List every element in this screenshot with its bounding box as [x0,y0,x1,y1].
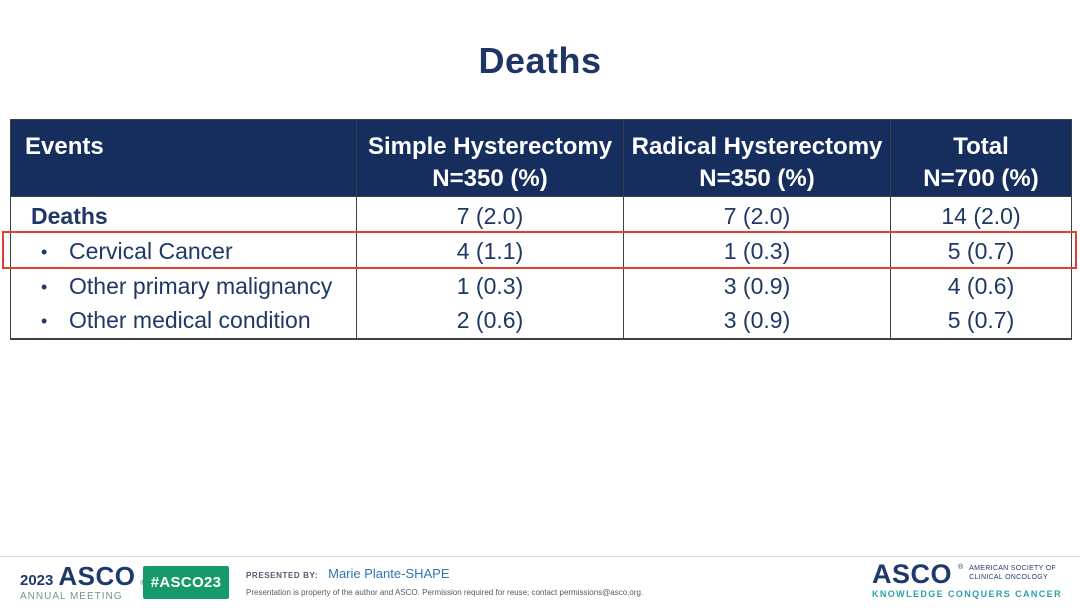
asco-tagline: KNOWLEDGE CONQUERS CANCER [871,589,1062,600]
row-label-cervical-cancer: • Cervical Cancer [10,233,357,269]
cell-cervical-total: 5 (0.7) [890,233,1072,269]
other-primary-malignancy-text: Other primary malignancy [69,272,333,299]
other-medical-condition-text: Other medical condition [69,307,311,333]
bullet-icon: • [41,276,48,297]
meeting-year: 2023 [20,572,54,589]
footer-divider [0,556,1080,557]
table-row-cervical-cancer: • Cervical Cancer 4 (1.1) 1 (0.3) 5 (0.7) [10,233,1072,269]
column-header-simple-hysterectomy: Simple Hysterectomy N=350 (%) [356,119,624,197]
cell-other-primary-radical: 3 (0.9) [623,268,891,304]
cervical-cancer-text: Cervical Cancer [69,237,233,264]
header-radical-label: Radical Hysterectomy [631,133,883,160]
presented-by-block: PRESENTED BY: Marie Plante-SHAPE Present… [246,566,806,597]
page-title: Deaths [478,40,602,81]
cell-cervical-radical: 1 (0.3) [623,233,891,269]
row-label-other-medical-condition: • Other medical condition [10,303,357,340]
header-events-label: Events [25,133,104,160]
society-line1: AMERICAN SOCIETY OF [969,565,1057,573]
column-header-radical-hysterectomy: Radical Hysterectomy N=350 (%) [623,119,891,197]
column-header-events: Events [10,119,357,197]
table-header-row: Events Simple Hysterectomy N=350 (%) Rad… [10,119,1072,197]
registered-mark-icon: ® [958,564,964,571]
permission-disclaimer: Presentation is property of the author a… [246,588,644,597]
bullet-icon: • [41,311,48,331]
cell-deaths-simple: 7 (2.0) [356,196,624,234]
society-line2: CLINICAL ONCOLOGY [969,574,1048,582]
header-radical-n: N=350 (%) [699,164,815,192]
cell-deaths-radical: 7 (2.0) [623,196,891,234]
header-simple-label: Simple Hysterectomy [367,133,613,160]
cell-other-medical-radical: 3 (0.9) [623,303,891,340]
cell-other-medical-total: 5 (0.7) [890,303,1072,340]
header-total-n: N=700 (%) [923,164,1039,192]
asco-wordmark: ASCO [58,561,136,591]
presented-by-label: PRESENTED BY: [246,571,319,580]
cell-other-primary-total: 4 (0.6) [890,268,1072,304]
cell-deaths-total: 14 (2.0) [890,196,1072,234]
table-row-deaths: Deaths 7 (2.0) 7 (2.0) 14 (2.0) [10,196,1072,234]
footer: 2023 ASCO ® ANNUAL MEETING #ASCO23 PRESE… [0,557,1080,608]
presenter-name: Marie Plante-SHAPE [328,566,450,581]
bullet-icon: • [41,241,48,262]
row-label-other-primary-malignancy: • Other primary malignancy [10,268,357,304]
asco-society-logo: ASCO ® AMERICAN SOCIETY OF CLINICAL ONCO… [871,559,1062,600]
table-row-other-medical-condition: • Other medical condition 2 (0.6) 3 (0.9)… [10,303,1072,340]
row-label-deaths: Deaths [10,196,357,234]
cell-cervical-simple: 4 (1.1) [356,233,624,269]
society-name: AMERICAN SOCIETY OF CLINICAL ONCOLOGY [969,565,1056,583]
annual-meeting-label: ANNUAL MEETING [20,591,123,602]
asco-wordmark: ASCO [871,559,952,589]
column-header-total: Total N=700 (%) [890,119,1072,197]
deaths-table: Events Simple Hysterectomy N=350 (%) Rad… [10,119,1072,340]
hashtag-badge: #ASCO23 [143,566,229,599]
cell-other-primary-simple: 1 (0.3) [356,268,624,304]
header-simple-n: N=350 (%) [432,164,548,192]
header-total-label: Total [953,133,1009,160]
cell-other-medical-simple: 2 (0.6) [356,303,624,340]
asco-annual-meeting-logo: 2023 ASCO ® ANNUAL MEETING [20,561,146,602]
table-row-other-primary-malignancy: • Other primary malignancy 1 (0.3) 3 (0.9… [10,268,1072,304]
